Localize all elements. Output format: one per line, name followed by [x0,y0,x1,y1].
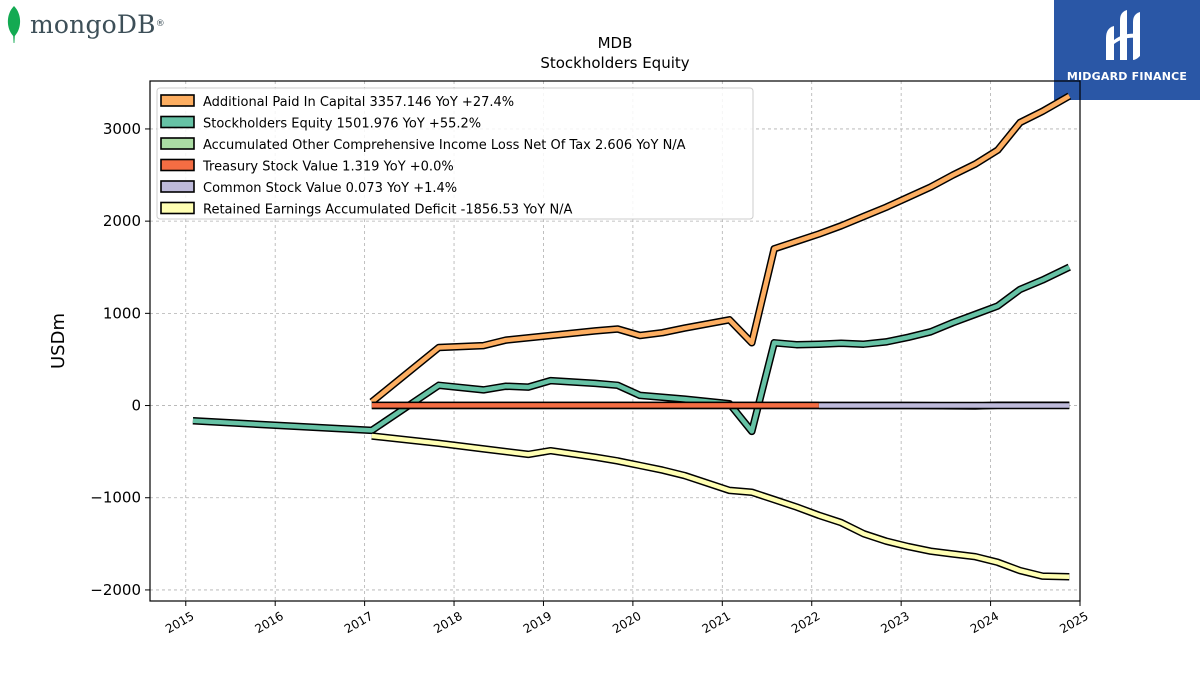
legend-label: Accumulated Other Comprehensive Income L… [203,138,686,153]
y-tick-label: 3000 [103,120,141,138]
legend-swatch [160,137,195,150]
legend-item: Retained Earnings Accumulated Deficit -1… [160,201,573,218]
series-line [371,432,1070,581]
legend-item: Treasury Stock Value 1.319 YoY +0.0% [160,158,454,175]
series-lines [192,92,1072,581]
legend-item: Accumulated Other Comprehensive Income L… [160,137,686,153]
legend-swatch [160,115,195,129]
legend-swatch [160,201,195,215]
legend-label: Treasury Stock Value 1.319 YoY +0.0% [202,160,454,175]
series-line [369,92,1072,405]
chart-title: MDB [598,34,633,52]
x-tick-label: 2019 [521,609,554,636]
legend-swatch [160,158,195,172]
x-tick-label: 2021 [700,609,733,636]
plot-frame [149,80,1081,602]
series-stroke [370,94,1071,404]
legend: Additional Paid In Capital 3357.146 YoY … [156,87,754,220]
midgard-finance-text: MIDGARD FINANCE [1066,70,1188,83]
y-tick-label: 2000 [103,212,141,230]
chart-subtitle: Stockholders Equity [540,54,689,72]
x-tick-label: 2016 [252,609,285,636]
series-stroke [371,433,1070,579]
legend-swatch [160,94,195,107]
x-tick-label: 2023 [878,609,911,636]
legend-label: Additional Paid In Capital 3357.146 YoY … [203,95,514,110]
y-tick-label: 0 [131,397,141,415]
legend-item: Additional Paid In Capital 3357.146 YoY … [160,94,514,110]
registered-mark: ® [155,19,165,29]
legend-item: Common Stock Value 0.073 YoY +1.4% [160,180,457,196]
x-tick-label: 2018 [431,609,464,636]
x-tick-label: 2024 [968,609,1001,636]
grid [150,81,1081,601]
midgard-finance-logo: MIDGARD FINANCE [1054,0,1200,100]
mongodb-leaf-icon [7,6,21,43]
mongodb-logo: mongoDB ® [4,4,165,44]
x-tick-label: 2022 [789,609,822,636]
midgard-emblem-icon [1106,10,1140,60]
y-tick-label: 1000 [103,304,141,322]
x-tick-label: 2020 [610,609,643,636]
legend-box [156,87,754,220]
mongodb-logo-text: mongoDB [30,9,156,39]
x-tick-label: 2015 [163,609,196,636]
legend-label: Common Stock Value 0.073 YoY +1.4% [203,181,457,196]
legend-item: Stockholders Equity 1501.976 YoY +55.2% [160,115,481,132]
y-tick-label: −2000 [90,581,141,599]
legend-label: Retained Earnings Accumulated Deficit -1… [203,203,573,218]
x-tick-label: 2017 [342,609,375,636]
x-tick-label: 2025 [1057,609,1090,636]
y-tick-label: −1000 [90,489,141,507]
legend-swatch [160,180,195,193]
series-stroke [192,265,1071,434]
legend-label: Stockholders Equity 1501.976 YoY +55.2% [203,117,481,132]
series-line [192,263,1071,436]
y-axis-label: USDm [48,313,69,369]
